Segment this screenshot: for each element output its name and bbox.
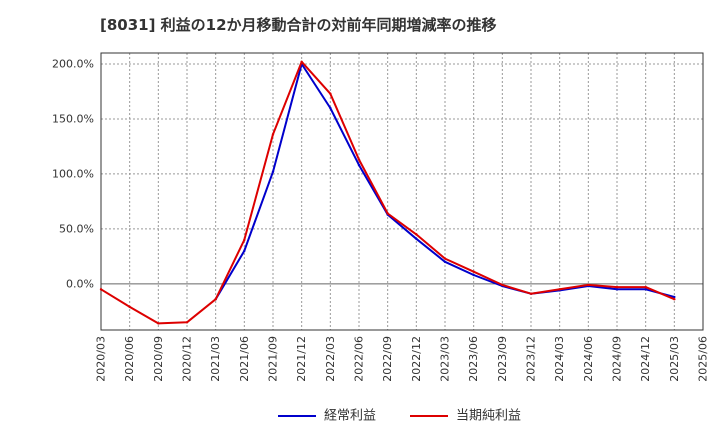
- x-tick-label: 2023/06: [467, 336, 480, 382]
- data-point: [415, 233, 418, 236]
- data-point: [300, 60, 303, 63]
- data-point: [615, 288, 619, 291]
- grid: [100, 53, 704, 330]
- x-tick-label: 2024/06: [582, 336, 595, 382]
- legend: 経常利益 当期純利益: [278, 409, 521, 424]
- data-point: [644, 288, 647, 291]
- legend-label-1: 経常利益: [324, 409, 376, 424]
- data-point: [673, 298, 676, 301]
- axes: 2020/03 2020/06 2020/09 2020/12 2021/03 2021/…: [52, 52, 710, 382]
- data-point: [329, 106, 332, 110]
- x-tick-label: 2023/12: [525, 336, 538, 382]
- data-point: [443, 260, 447, 264]
- data-point: [615, 285, 619, 289]
- y-tick-label: 100.0%: [52, 167, 94, 180]
- data-point: [673, 295, 676, 299]
- data-point: [415, 237, 418, 240]
- x-tick-label: 2021/06: [238, 336, 251, 382]
- data-point: [501, 283, 504, 287]
- x-tick-label: 2024/03: [553, 336, 566, 382]
- data-point: [214, 298, 217, 301]
- chart-title: [8031] 利益の12か月移動合計の対前年同期増減率の推移: [100, 16, 497, 34]
- x-tick-label: 2023/03: [439, 336, 452, 382]
- x-tick-label: 2020/03: [95, 336, 108, 382]
- data-point: [644, 285, 647, 289]
- data-point: [529, 292, 533, 295]
- y-tick-label: 50.0%: [59, 222, 94, 235]
- data-point: [386, 212, 389, 215]
- data-point: [472, 273, 475, 277]
- x-tick-label: 2021/09: [267, 336, 280, 382]
- x-tick-label: 2022/12: [410, 336, 423, 382]
- x-tick-label: 2023/09: [496, 336, 509, 382]
- plot-frame: [100, 52, 704, 331]
- data-point: [357, 163, 361, 167]
- y-tick-label: 200.0%: [52, 57, 94, 70]
- y-tick-label: 0.0%: [66, 277, 94, 290]
- x-tick-label: 2022/03: [324, 336, 337, 382]
- data-point: [472, 270, 475, 273]
- x-tick-label: 2021/03: [209, 336, 222, 382]
- data-point: [128, 305, 131, 309]
- data-point: [243, 249, 246, 253]
- x-tick-label: 2020/06: [123, 336, 136, 382]
- x-tick-label: 2025/03: [668, 336, 681, 382]
- data-point: [243, 238, 246, 242]
- data-point: [185, 321, 189, 324]
- y-tick-label: 150.0%: [52, 112, 94, 125]
- x-tick-label: 2025/06: [697, 336, 710, 382]
- data-point: [157, 322, 160, 325]
- x-tick-label: 2022/06: [353, 336, 366, 382]
- series-lines: [99, 60, 676, 325]
- x-tick-label: 2020/12: [181, 336, 194, 382]
- data-point: [271, 170, 275, 173]
- data-point: [271, 133, 275, 136]
- x-tick-label: 2024/09: [611, 336, 624, 382]
- x-tick-label: 2022/09: [381, 336, 394, 382]
- x-tick-label: 2021/12: [295, 336, 308, 382]
- data-point: [99, 288, 103, 291]
- legend-label-2: 当期純利益: [456, 409, 521, 424]
- data-point: [587, 283, 590, 287]
- x-tick-label: 2020/09: [152, 336, 165, 382]
- x-tick-label: 2024/12: [639, 336, 652, 382]
- data-point: [443, 257, 447, 260]
- data-point: [357, 158, 361, 161]
- data-point: [329, 92, 332, 95]
- data-point: [558, 288, 561, 291]
